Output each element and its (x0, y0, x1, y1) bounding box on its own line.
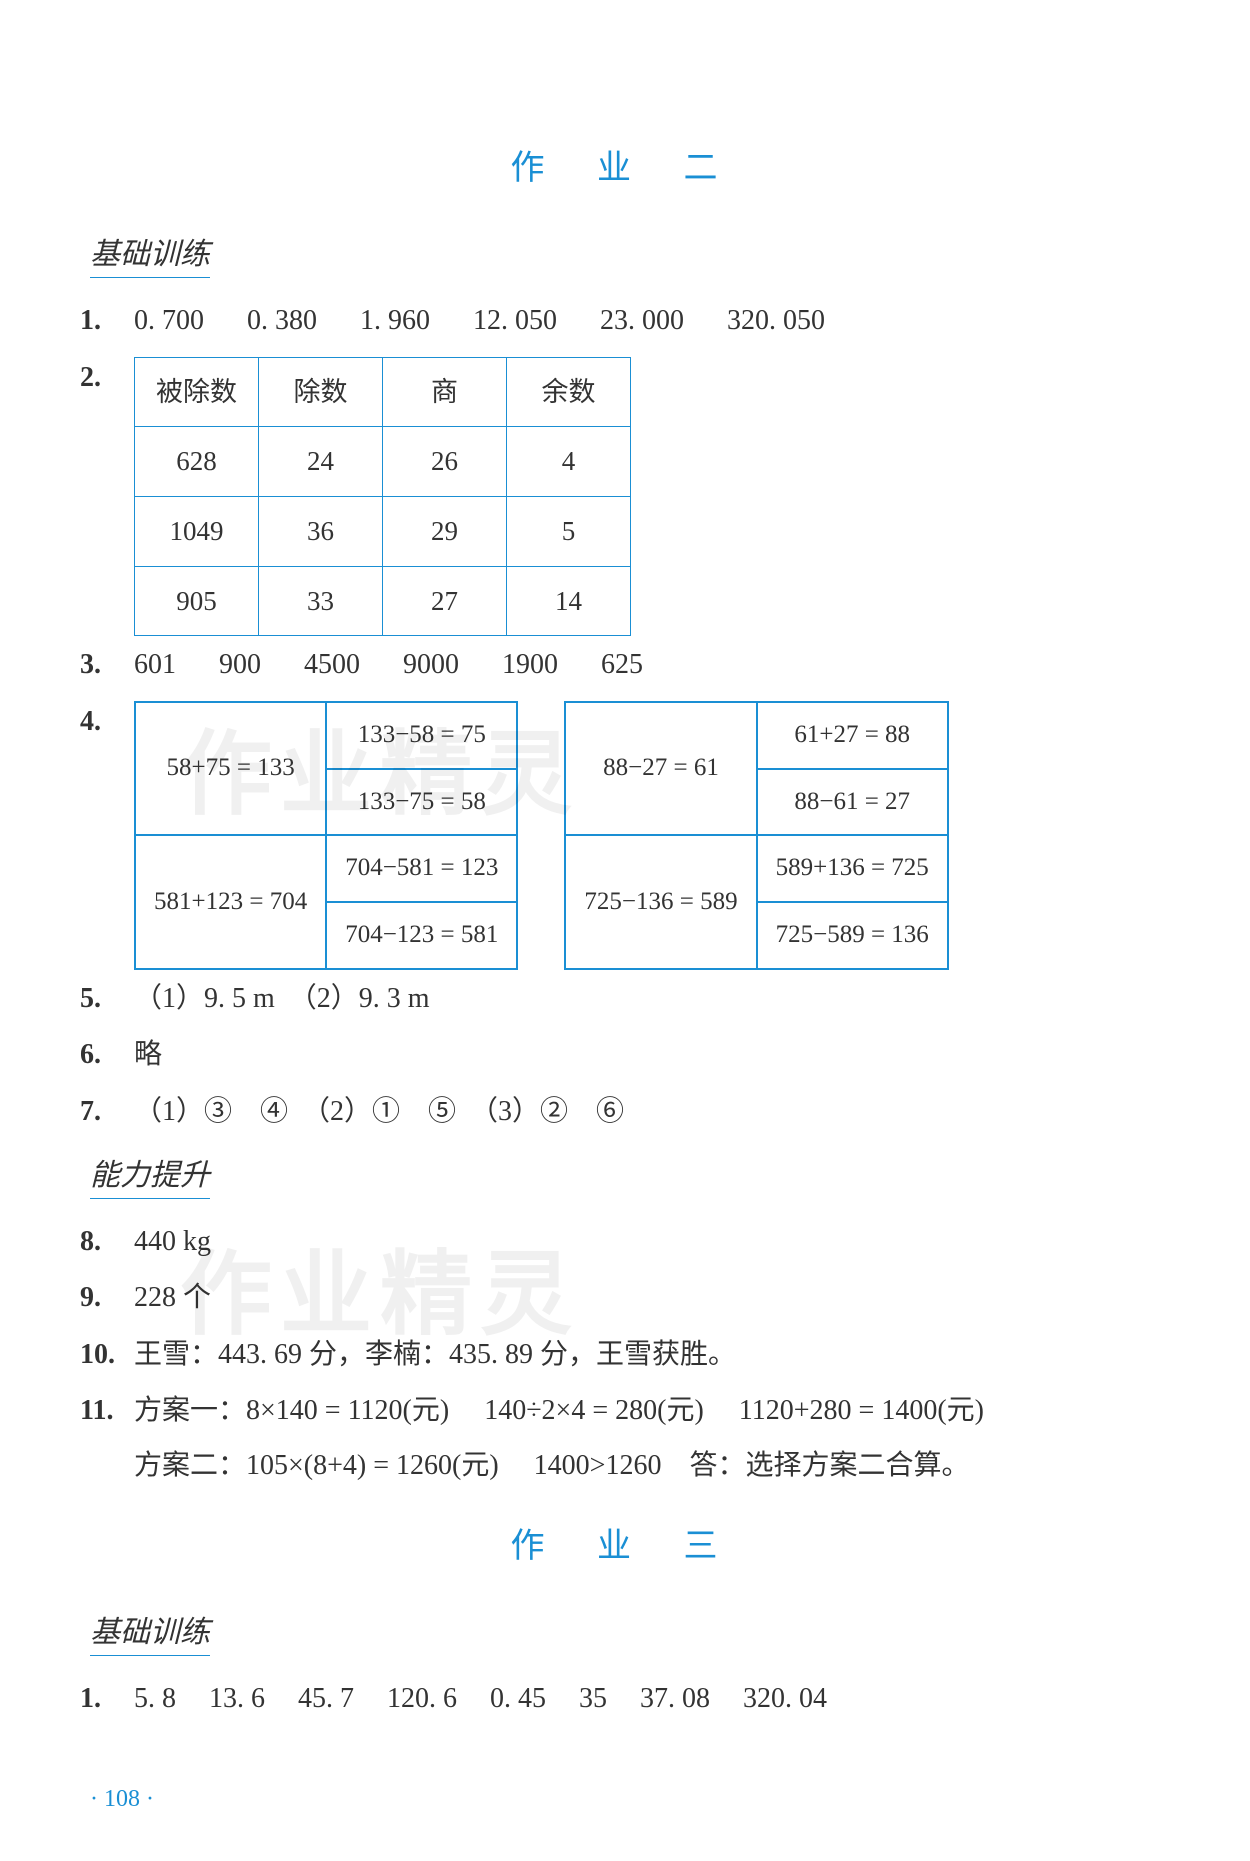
value: 0. 45 (490, 1683, 546, 1714)
value: 45. 7 (298, 1683, 354, 1714)
value: 35 (579, 1683, 607, 1714)
value: 601 (134, 649, 176, 680)
td: 27 (383, 566, 507, 636)
q8-text: 440 kg (134, 1215, 1170, 1270)
td: 26 (383, 427, 507, 497)
value: 13. 6 (209, 1683, 265, 1714)
th: 余数 (507, 357, 631, 427)
q-num: 3. (80, 638, 134, 693)
equation: 725−136 = 589 (565, 835, 756, 969)
equation: 704−123 = 581 (326, 902, 517, 969)
q4-boxes: 58+75 = 133 133−58 = 75 133−75 = 58 581+… (134, 701, 1170, 970)
td: 33 (259, 566, 383, 636)
value: 320. 050 (727, 305, 825, 336)
value: 120. 6 (387, 1683, 457, 1714)
value: 0. 380 (247, 305, 317, 336)
value: 5. 8 (134, 1683, 176, 1714)
td: 36 (259, 496, 383, 566)
equation: 61+27 = 88 (757, 702, 948, 769)
equation: 58+75 = 133 (135, 702, 326, 836)
q-num: 1. (80, 294, 134, 349)
table-row: 905 33 27 14 (135, 566, 631, 636)
q1-line: 1. 0. 700 0. 380 1. 960 12. 050 23. 000 … (80, 294, 1170, 349)
q-num: 2. (80, 351, 134, 406)
q8-line: 8. 440 kg (80, 1215, 1170, 1270)
equation: 133−58 = 75 (326, 702, 517, 769)
fact-family-right: 88−27 = 61 61+27 = 88 88−61 = 27 725−136… (564, 701, 948, 970)
value: 625 (601, 649, 643, 680)
td: 1049 (135, 496, 259, 566)
q2-line: 2. 被除数 除数 商 余数 628 24 26 4 1049 36 (80, 351, 1170, 637)
value: 320. 04 (743, 1683, 827, 1714)
q5-line: 5. （1）9. 5 m （2）9. 3 m (80, 972, 1170, 1027)
th: 商 (383, 357, 507, 427)
table-row: 628 24 26 4 (135, 427, 631, 497)
td: 628 (135, 427, 259, 497)
equation: 88−61 = 27 (757, 769, 948, 836)
q7-line: 7. （1）③ ④ （2）① ⑤ （3）② ⑥ (80, 1085, 1170, 1140)
value: 1. 960 (360, 305, 430, 336)
value: 900 (219, 649, 261, 680)
td: 905 (135, 566, 259, 636)
page-number: · 108 · (90, 1786, 154, 1813)
q-num: 5. (80, 972, 134, 1027)
q-num: 8. (80, 1215, 134, 1270)
q-num: 9. (80, 1271, 134, 1326)
value: 4500 (304, 649, 360, 680)
equation: 88−27 = 61 (565, 702, 756, 836)
q-num: 1. (80, 1672, 134, 1727)
equation: 725−589 = 136 (757, 902, 948, 969)
value: 12. 050 (473, 305, 557, 336)
section-ability: 能力提升 (90, 1150, 210, 1199)
q6-text: 略 (134, 1028, 1170, 1083)
td: 29 (383, 496, 507, 566)
q11b-text: 方案二：105×(8+4) = 1260(元) 1400>1260 答：选择方案… (134, 1439, 1170, 1494)
q-num: 6. (80, 1028, 134, 1083)
value: 1900 (502, 649, 558, 680)
table-header-row: 被除数 除数 商 余数 (135, 357, 631, 427)
fact-family-left: 58+75 = 133 133−58 = 75 133−75 = 58 581+… (134, 701, 518, 970)
q9-text: 228 个 (134, 1271, 1170, 1326)
q6-line: 6. 略 (80, 1028, 1170, 1083)
q-num: 10. (80, 1328, 134, 1383)
th: 除数 (259, 357, 383, 427)
q3-line: 3. 601 900 4500 9000 1900 625 (80, 638, 1170, 693)
hw3-q1-values: 5. 8 13. 6 45. 7 120. 6 0. 45 35 37. 08 … (134, 1672, 1170, 1727)
equation: 581+123 = 704 (135, 835, 326, 969)
section-basic-2: 基础训练 (90, 229, 210, 278)
td: 5 (507, 496, 631, 566)
q2-table: 被除数 除数 商 余数 628 24 26 4 1049 36 29 5 (134, 357, 631, 637)
q5-text: （1）9. 5 m （2）9. 3 m (134, 972, 1170, 1027)
q10-line: 10. 王雪：443. 69 分，李楠：435. 89 分，王雪获胜。 (80, 1328, 1170, 1383)
q3-values: 601 900 4500 9000 1900 625 (134, 638, 1170, 693)
td: 14 (507, 566, 631, 636)
q10-text: 王雪：443. 69 分，李楠：435. 89 分，王雪获胜。 (134, 1328, 1170, 1383)
q-num: 4. (80, 695, 134, 750)
th: 被除数 (135, 357, 259, 427)
q11-line: 11. 方案一：8×140 = 1120(元) 140÷2×4 = 280(元)… (80, 1384, 1170, 1493)
section-basic-3: 基础训练 (90, 1607, 210, 1656)
q11-content: 方案一：8×140 = 1120(元) 140÷2×4 = 280(元) 112… (134, 1384, 1170, 1493)
q-num: 11. (80, 1384, 134, 1439)
equation: 133−75 = 58 (326, 769, 517, 836)
q-num: 7. (80, 1085, 134, 1140)
q7-text: （1）③ ④ （2）① ⑤ （3）② ⑥ (134, 1085, 1170, 1140)
q9-line: 9. 228 个 (80, 1271, 1170, 1326)
table-row: 1049 36 29 5 (135, 496, 631, 566)
value: 23. 000 (600, 305, 684, 336)
hw2-title: 作 业 二 (80, 140, 1170, 189)
q11a-text: 方案一：8×140 = 1120(元) 140÷2×4 = 280(元) 112… (134, 1384, 1170, 1439)
td: 4 (507, 427, 631, 497)
value: 37. 08 (640, 1683, 710, 1714)
hw3-q1-line: 1. 5. 8 13. 6 45. 7 120. 6 0. 45 35 37. … (80, 1672, 1170, 1727)
q1-values: 0. 700 0. 380 1. 960 12. 050 23. 000 320… (134, 294, 1170, 349)
equation: 704−581 = 123 (326, 835, 517, 902)
value: 9000 (403, 649, 459, 680)
hw3-title: 作 业 三 (80, 1518, 1170, 1567)
value: 0. 700 (134, 305, 204, 336)
equation: 589+136 = 725 (757, 835, 948, 902)
td: 24 (259, 427, 383, 497)
q4-line: 4. 58+75 = 133 133−58 = 75 133−75 = 58 5… (80, 695, 1170, 970)
page: 作 业 二 基础训练 1. 0. 700 0. 380 1. 960 12. 0… (0, 0, 1250, 1861)
